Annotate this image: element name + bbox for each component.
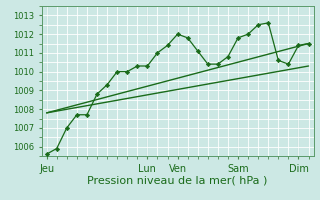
X-axis label: Pression niveau de la mer( hPa ): Pression niveau de la mer( hPa ) — [87, 175, 268, 185]
